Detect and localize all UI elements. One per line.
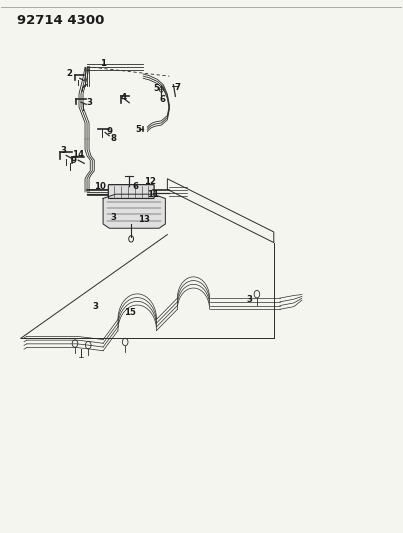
Text: 3: 3	[110, 213, 116, 222]
Text: 6: 6	[160, 95, 166, 104]
Text: 2: 2	[66, 69, 72, 78]
Text: 11: 11	[147, 190, 159, 199]
Text: 15: 15	[124, 308, 136, 317]
Text: 92714 4300: 92714 4300	[17, 14, 104, 27]
Text: 13: 13	[138, 215, 150, 224]
Text: 7: 7	[174, 83, 181, 92]
Text: 5: 5	[154, 84, 160, 93]
Text: 4: 4	[120, 93, 126, 102]
Text: 3: 3	[92, 302, 98, 311]
Text: 9: 9	[71, 156, 77, 165]
Text: 12: 12	[145, 177, 156, 186]
Text: 6: 6	[132, 182, 138, 191]
Text: 5: 5	[135, 125, 141, 134]
Text: 1: 1	[100, 59, 106, 68]
Text: 9: 9	[106, 127, 112, 136]
Text: 8: 8	[110, 134, 116, 143]
FancyBboxPatch shape	[108, 184, 154, 198]
Text: 3: 3	[87, 98, 93, 107]
Text: 10: 10	[94, 182, 106, 191]
Polygon shape	[103, 194, 165, 228]
Text: 3: 3	[247, 295, 253, 304]
Text: 3: 3	[61, 146, 67, 155]
Text: 14: 14	[72, 150, 84, 159]
